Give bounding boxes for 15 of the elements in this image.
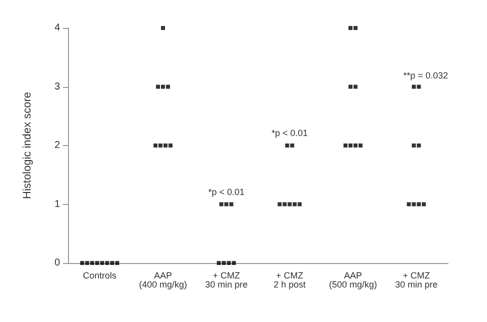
- x-tick-label: Controls: [82, 270, 117, 280]
- x-tick-label: + CMZ 30 min pre: [395, 270, 438, 290]
- x-tick-label: + CMZ 2 h post: [274, 270, 306, 290]
- y-tick-label: 0: [54, 258, 60, 268]
- y-tick-label: 3: [54, 81, 60, 92]
- annotation: *p < 0.01: [272, 128, 308, 138]
- y-axis-title: Histologic index score: [22, 92, 34, 199]
- y-tick-label: 2: [54, 140, 60, 151]
- y-tick-label: 4: [54, 22, 60, 34]
- x-tick-label: AAP (500 mg/kg): [328, 270, 378, 290]
- annotation: **p = 0.032: [403, 70, 448, 80]
- y-tick-label: 1: [54, 198, 60, 210]
- x-tick-label: + CMZ 30 min pre: [205, 270, 248, 290]
- x-tick-label: AAP (400 mg/kg): [138, 270, 188, 290]
- annotation: *p < 0.01: [208, 186, 244, 197]
